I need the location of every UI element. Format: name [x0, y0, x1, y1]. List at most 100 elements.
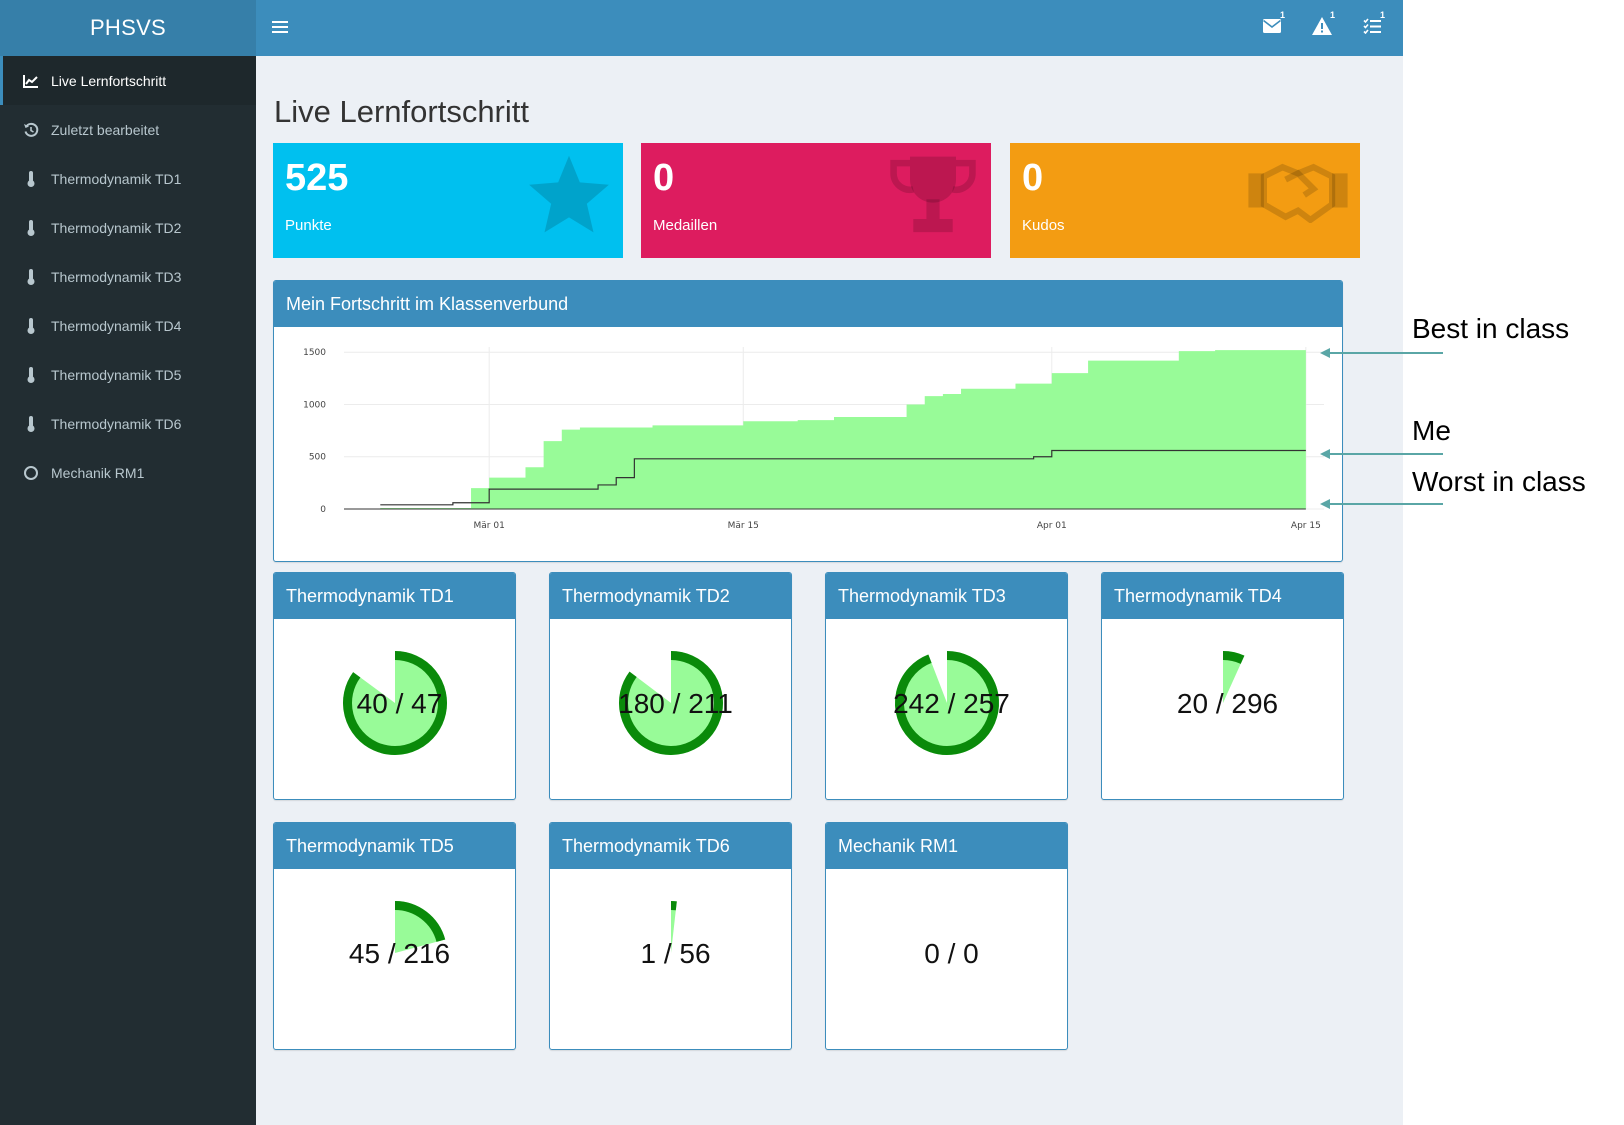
donut-progress-ring [343, 651, 447, 755]
module-panel-td6[interactable]: Thermodynamik TD6 1 / 56 [549, 822, 792, 1050]
donut-chart [394, 901, 446, 953]
module-progress-label: 242 / 257 [893, 688, 1010, 719]
thermometer-icon [21, 366, 41, 383]
module-progress-donut: 0 / 0 [826, 869, 1067, 1049]
thermometer-icon [21, 219, 41, 236]
donut-progress-ring [1222, 651, 1245, 664]
sidebar: PHSVS Live Lernfortschritt Zuletzt bearb… [0, 0, 256, 1125]
tasks-menu-button[interactable]: 1 [1347, 0, 1397, 56]
page-title: Live Lernfortschritt [274, 94, 529, 129]
kudos-info-box[interactable]: 0 Kudos [1010, 143, 1360, 258]
medals-info-box[interactable]: 0 Medaillen [641, 143, 991, 258]
main-content: Live Lernfortschritt 525 Punkte 0 Medail… [256, 56, 1403, 1125]
annotation-arrow-worst [1320, 499, 1443, 509]
module-progress-label: 1 / 56 [640, 938, 711, 969]
sidebar-item-label: Thermodynamik TD3 [51, 268, 182, 285]
class-progress-panel-title: Mein Fortschritt im Klassenverbund [274, 281, 1342, 327]
x-tick-label: Mär 01 [474, 521, 505, 531]
annotation-arrow-me [1320, 449, 1443, 459]
points-label: Punkte [285, 217, 332, 234]
kudos-value: 0 [1022, 157, 1044, 199]
module-title: Thermodynamik TD2 [550, 573, 791, 619]
app-logo[interactable]: PHSVS [0, 0, 256, 56]
thermometer-icon [21, 170, 41, 187]
circle-outline-icon [21, 465, 41, 481]
module-progress-donut: 1 / 56 [550, 869, 791, 1049]
points-value: 525 [285, 157, 349, 199]
sidebar-item-live-lernfortschritt[interactable]: Live Lernfortschritt [0, 56, 256, 105]
module-title: Mechanik RM1 [826, 823, 1067, 869]
module-progress-donut: 180 / 211 [550, 619, 791, 799]
medals-value: 0 [653, 157, 675, 199]
module-progress-donut: 242 / 257 [826, 619, 1067, 799]
history-icon [21, 122, 41, 138]
module-progress-donut: 45 / 216 [274, 869, 515, 1049]
annotation-best-in-class: Best in class [1412, 313, 1570, 344]
class-progress-chart: 0 500 1000 1500 Mär 01 Mär 15 Apr 01 Apr 15 [303, 347, 1324, 531]
sidebar-item-thermodynamik-td6[interactable]: Thermodynamik TD6 [0, 399, 256, 448]
donut-chart [670, 901, 677, 953]
donut-progress-wedge [895, 651, 999, 755]
module-panel-rm1[interactable]: Mechanik RM1 0 / 0 [825, 822, 1068, 1050]
area-chart-icon [21, 73, 41, 89]
sidebar-item-thermodynamik-td1[interactable]: Thermodynamik TD1 [0, 154, 256, 203]
class-range-area [380, 349, 1306, 509]
alerts-menu-button[interactable]: 1 [1297, 0, 1347, 56]
module-title: Thermodynamik TD1 [274, 573, 515, 619]
y-tick-label: 1000 [303, 400, 326, 410]
warning-icon [1312, 16, 1332, 40]
module-progress-label: 0 / 0 [924, 938, 979, 969]
thermometer-icon [21, 415, 41, 432]
star-icon [527, 155, 611, 242]
module-panel-td3[interactable]: Thermodynamik TD3 242 / 257 [825, 572, 1068, 800]
points-info-box[interactable]: 525 Punkte [273, 143, 623, 258]
module-progress-label: 180 / 211 [618, 688, 733, 719]
sidebar-item-label: Thermodynamik TD2 [51, 219, 182, 236]
donut-chart [619, 651, 723, 755]
sidebar-item-mechanik-rm1[interactable]: Mechanik RM1 [0, 448, 256, 497]
donut-progress-wedge [343, 651, 447, 755]
messages-menu-button[interactable]: 1 [1247, 0, 1297, 56]
donut-progress-wedge [619, 651, 723, 755]
medals-label: Medaillen [653, 217, 718, 234]
module-progress-label: 20 / 296 [1176, 688, 1279, 719]
donut-progress-wedge [1223, 651, 1245, 703]
chart-axis: 0 500 1000 1500 Mär 01 Mär 15 Apr 01 Apr 15 [303, 348, 1321, 531]
sidebar-item-thermodynamik-td3[interactable]: Thermodynamik TD3 [0, 252, 256, 301]
module-title: Thermodynamik TD5 [274, 823, 515, 869]
trophy-icon [887, 155, 979, 242]
sidebar-item-label: Zuletzt bearbeitet [51, 121, 160, 138]
donut-progress-ring [619, 651, 723, 755]
chart-area [380, 349, 1306, 509]
sidebar-item-zuletzt-bearbeitet[interactable]: Zuletzt bearbeitet [0, 105, 256, 154]
module-progress-label: 40 / 47 [356, 688, 443, 719]
sidebar-item-thermodynamik-td2[interactable]: Thermodynamik TD2 [0, 203, 256, 252]
module-panel-td1[interactable]: Thermodynamik TD1 40 / 47 [273, 572, 516, 800]
donut-chart [1222, 651, 1245, 703]
donut-progress-wedge [395, 901, 446, 953]
module-panel-td4[interactable]: Thermodynamik TD4 20 / 296 [1101, 572, 1344, 800]
alerts-count-badge: 1 [1329, 10, 1335, 20]
annotation-arrows [1320, 348, 1443, 509]
donut-progress-ring [895, 651, 999, 755]
module-progress-label: 45 / 216 [348, 938, 451, 969]
thermometer-icon [21, 268, 41, 285]
thermometer-icon [21, 317, 41, 334]
sidebar-toggle-icon[interactable] [272, 18, 288, 38]
donut-chart [343, 651, 447, 755]
sidebar-item-thermodynamik-td4[interactable]: Thermodynamik TD4 [0, 301, 256, 350]
top-navbar: 1 1 1 [256, 0, 1403, 56]
module-progress-donut: 20 / 296 [1102, 619, 1343, 799]
tasks-icon [1363, 17, 1381, 39]
module-panel-td5[interactable]: Thermodynamik TD5 45 / 216 [273, 822, 516, 1050]
annotation-arrow-best [1320, 348, 1443, 358]
x-tick-label: Mär 15 [728, 521, 759, 531]
module-panel-td2[interactable]: Thermodynamik TD2 180 / 211 [549, 572, 792, 800]
annotation-me: Me [1412, 415, 1451, 446]
module-title: Thermodynamik TD4 [1102, 573, 1343, 619]
sidebar-item-label: Mechanik RM1 [51, 464, 145, 481]
kudos-label: Kudos [1022, 217, 1065, 234]
sidebar-item-thermodynamik-td5[interactable]: Thermodynamik TD5 [0, 350, 256, 399]
handshake-icon [1248, 161, 1348, 228]
